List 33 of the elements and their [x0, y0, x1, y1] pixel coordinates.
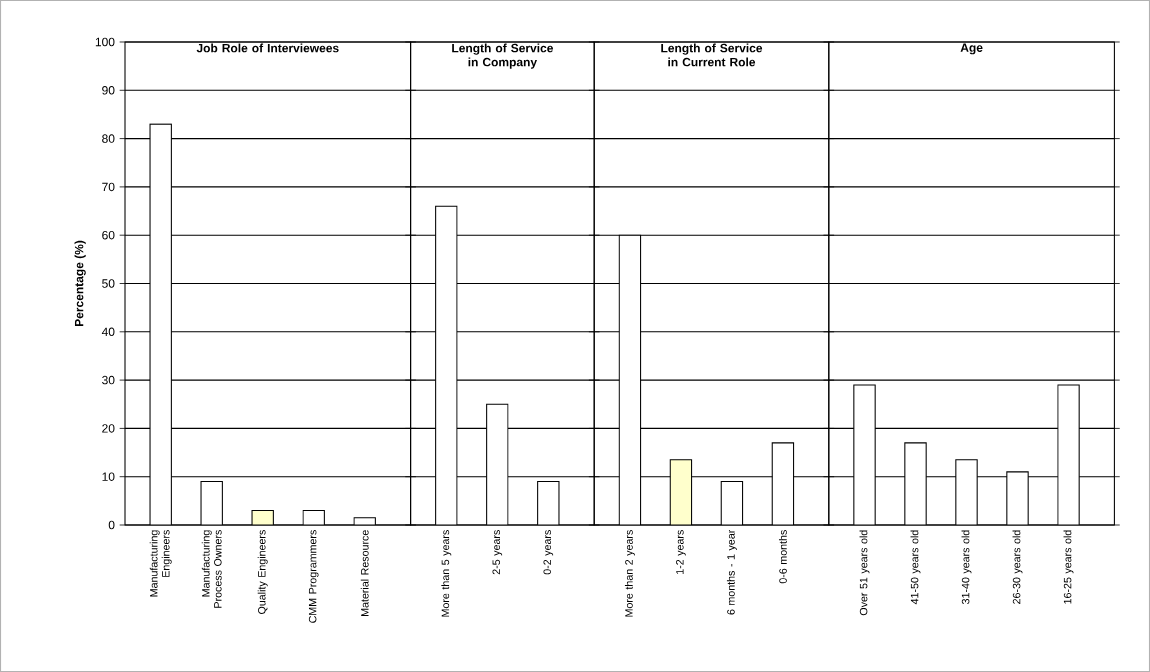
x-tick-label: Manufacturing Engineers	[149, 530, 172, 597]
y-tick-label: 10	[102, 472, 115, 481]
y-tick-label: 40	[101, 327, 115, 337]
x-tick-label: More than 2 years	[624, 530, 635, 617]
chart-title: Job Role of Interviewees	[196, 43, 339, 53]
y-tick-label: 90	[102, 86, 115, 95]
x-tick-label: 16-25 years old	[1063, 530, 1074, 604]
x-tick-label: Over 51 years old	[859, 530, 870, 616]
y-tick-label: 70	[102, 182, 115, 192]
text: Length of Service in Company	[452, 43, 554, 69]
chart-title: Age	[960, 43, 983, 55]
x-tick-label: CMM Programmers	[308, 530, 319, 623]
y-tick-label: 100	[95, 37, 115, 47]
x-tick-label: 6 months - 1 year	[726, 529, 737, 615]
text: Length of Service in Current Role	[661, 43, 763, 67]
x-tick-label: Manufacturing Process Owners	[201, 530, 222, 608]
x-tick-label: 26-30 years old	[1012, 530, 1023, 604]
y-tick-label: 60	[102, 230, 115, 240]
x-tick-label: 2-5 years	[492, 530, 503, 575]
x-tick-label: More than 5 years	[441, 530, 452, 617]
x-tick-label: 41-50 years old	[910, 530, 921, 605]
y-tick-label: 20	[102, 424, 115, 433]
y-tick-label: 50	[102, 279, 115, 288]
y-tick-label: 80	[102, 134, 115, 143]
y-tick-label: 0	[108, 520, 115, 530]
x-tick-label: 31-40 years old	[961, 530, 972, 605]
x-tick-label: Quality Engineers	[257, 530, 268, 614]
x-tick-label: 0-2 years	[543, 530, 554, 575]
x-tick-label: 0-6 months	[778, 530, 787, 584]
x-tick-label: Material Resource	[360, 530, 369, 616]
y-tick-label: 30	[102, 375, 115, 385]
x-tick-label: 1-2 years	[676, 530, 686, 574]
y-axis-title: Percentage (%)	[74, 240, 86, 327]
